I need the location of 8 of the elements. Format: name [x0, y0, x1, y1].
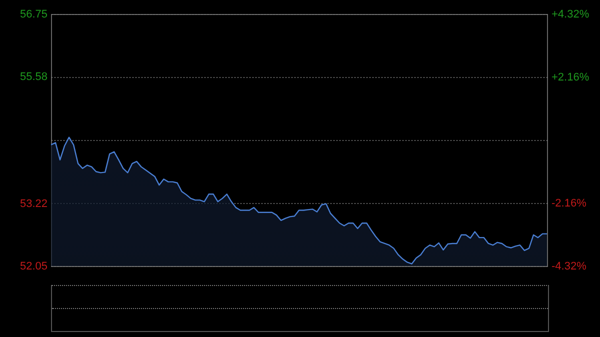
y-tick-label: 56.75 — [20, 8, 48, 20]
y2-tick-label: +2.16% — [552, 72, 590, 84]
y2-tick-label: -2.16% — [552, 198, 587, 210]
y-tick-label: 53.22 — [20, 198, 48, 210]
y2-tick-label: -4.32% — [552, 260, 587, 272]
y2-tick-label: +4.32% — [552, 8, 590, 20]
y-tick-label: 52.05 — [20, 260, 48, 272]
y-tick-label: 55.58 — [20, 71, 48, 84]
